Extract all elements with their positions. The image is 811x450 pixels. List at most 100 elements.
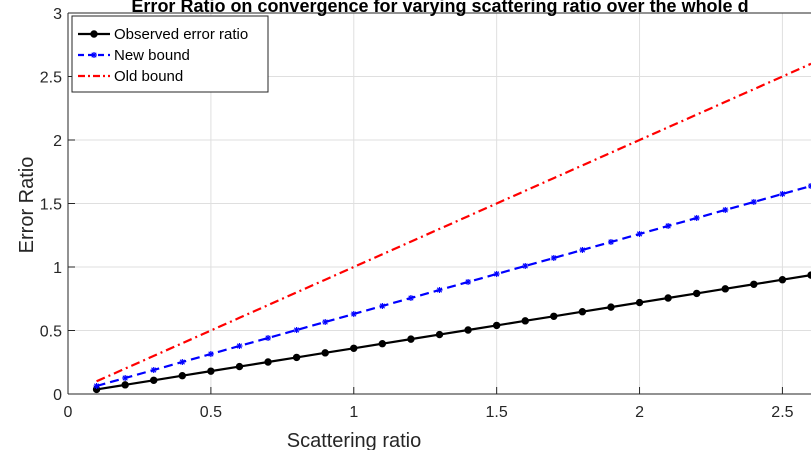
ticks: 0 0.5 1 1.5 2 2.5 0 0.5 1 1.5 2 2.5 3 [40, 6, 794, 421]
marker-stroke [91, 52, 97, 58]
marker-stroke [694, 215, 700, 221]
legend-marker-observed-error-ratio [90, 30, 98, 38]
legend-label-observed-error-ratio: Observed error ratio [114, 26, 248, 43]
marker-stroke [808, 183, 811, 187]
new-bound-point [293, 326, 300, 333]
observed-error-ratio-point [750, 280, 758, 288]
new-bound-point [636, 230, 643, 237]
observed-error-ratio-point [178, 372, 187, 380]
observed-error-ratio-point [435, 330, 444, 339]
observed-error-ratio-point [235, 362, 244, 371]
marker-stroke [208, 351, 214, 357]
new-bound-point [350, 310, 357, 317]
new-bound-point [693, 214, 700, 221]
observed-error-ratio-point [492, 321, 501, 330]
x-tick-label: 0 [64, 404, 73, 421]
new-bound-point [722, 206, 729, 213]
marker-stroke [608, 239, 614, 245]
new-bound-point [750, 198, 757, 205]
new-bound-point [179, 358, 186, 365]
marker-stroke [379, 303, 386, 309]
new-bound-point [465, 278, 472, 285]
new-bound-point [407, 294, 414, 301]
new-bound-point [122, 374, 129, 381]
x-tick-label: 1.5 [486, 404, 508, 421]
observed-error-ratio-point [607, 303, 615, 311]
new-bound-point [265, 334, 272, 341]
marker-stroke [579, 247, 586, 253]
observed-error-ratio-point [692, 289, 701, 298]
marker-stroke [779, 191, 786, 197]
marker-stroke [351, 311, 357, 317]
new-bound-point [522, 262, 529, 269]
observed-error-ratio-point [378, 340, 387, 348]
new-bound-point [550, 254, 557, 261]
marker-stroke [93, 383, 100, 389]
new-bound-point [207, 350, 214, 357]
observed-error-ratio-point [150, 376, 158, 384]
y-axis-label: Error Ratio [16, 157, 38, 254]
marker-stroke [493, 271, 500, 277]
observed-error-ratio-point [207, 367, 215, 375]
marker-stroke [151, 367, 157, 373]
series-layer [92, 62, 811, 394]
observed-error-ratio-point [264, 358, 272, 366]
marker-stroke [265, 335, 271, 341]
marker-stroke [751, 199, 757, 205]
new-bound-point [493, 270, 500, 277]
marker-stroke [665, 223, 671, 229]
marker-stroke [808, 185, 811, 189]
new-bound-point [436, 286, 443, 293]
y-tick-label: 3 [53, 6, 62, 23]
observed-error-ratio-point [664, 294, 672, 302]
x-tick-label: 1 [349, 404, 358, 421]
new-bound-point [808, 182, 811, 189]
y-tick-label: 1.5 [40, 197, 62, 214]
y-tick-label: 1 [53, 260, 62, 277]
marker-stroke [522, 263, 528, 269]
observed-error-ratio-point [635, 298, 644, 307]
observed-error-ratio-point [321, 349, 329, 357]
new-bound-point [607, 238, 614, 245]
new-bound-point [579, 246, 586, 253]
marker-stroke [436, 287, 443, 293]
observed-error-ratio-point [778, 276, 787, 284]
new-bound-line [96, 184, 811, 388]
observed-error-ratio-line [96, 274, 811, 391]
chart-title: Error Ratio on convergence for varying s… [131, 0, 748, 16]
marker-stroke [722, 207, 728, 213]
observed-error-ratio-point [578, 308, 587, 316]
marker-stroke [408, 295, 414, 301]
x-tick-label: 0.5 [200, 404, 222, 421]
x-axis-label: Scattering ratio [287, 430, 422, 450]
legend-marker-new-bound [91, 52, 97, 58]
marker-stroke [293, 327, 300, 333]
marker-stroke [236, 343, 243, 349]
new-bound-point [379, 302, 386, 309]
y-tick-label: 0.5 [40, 324, 62, 341]
marker-stroke [179, 359, 185, 365]
marker-stroke [122, 375, 128, 381]
observed-error-ratio-point [550, 312, 558, 320]
y-tick-label: 0 [53, 387, 62, 404]
new-bound-point [93, 382, 100, 389]
observed-error-ratio-point [464, 326, 472, 334]
new-bound-point [665, 222, 672, 229]
marker-stroke [551, 255, 557, 261]
observed-error-ratio-point [292, 353, 301, 362]
legend: Observed error ratio New bound Old bound [71, 15, 269, 93]
marker-stroke [465, 279, 471, 285]
new-bound-point [236, 342, 243, 349]
legend-box [71, 15, 269, 93]
new-bound-point [779, 190, 786, 197]
observed-error-ratio-point [121, 381, 129, 389]
observed-error-ratio-point [521, 317, 529, 325]
observed-error-ratio-point [350, 344, 358, 352]
legend-label-new-bound: New bound [114, 47, 190, 64]
x-tick-label: 2 [635, 404, 644, 421]
y-tick-label: 2 [53, 133, 62, 150]
new-bound-point [322, 318, 329, 325]
marker-stroke [636, 231, 643, 237]
old-bound-line [96, 62, 811, 383]
